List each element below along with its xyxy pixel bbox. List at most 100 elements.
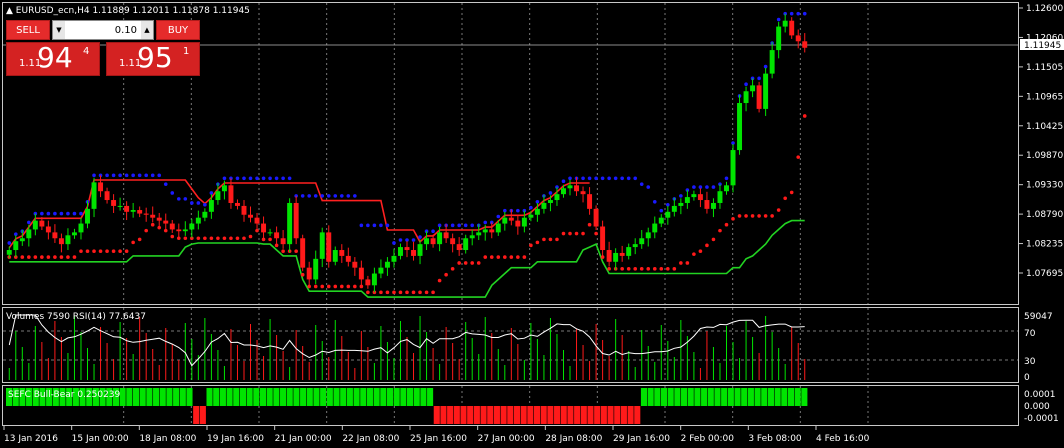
support-dot — [40, 255, 44, 259]
support-dot — [672, 267, 677, 271]
bullbear-bar — [507, 406, 514, 424]
support-dot — [313, 284, 318, 289]
resistance-dot — [724, 176, 729, 181]
candle-body — [502, 217, 508, 224]
candle-body — [619, 252, 625, 256]
bullbear-bar — [754, 388, 761, 406]
resistance-dot — [587, 176, 592, 181]
buy-price-big: 95 — [137, 41, 173, 74]
bullbear-bar — [173, 388, 180, 406]
buy-button[interactable]: BUY — [156, 20, 200, 40]
support-dot — [496, 255, 501, 259]
collapse-triangle-icon[interactable]: ▲ — [6, 6, 16, 16]
support-dot — [339, 284, 344, 289]
support-dot — [242, 236, 246, 241]
bullbear-bar — [340, 388, 347, 406]
candle-body — [358, 267, 364, 280]
candle-body — [678, 202, 684, 206]
candle-body — [300, 238, 306, 268]
support-dot — [190, 236, 194, 241]
volume-axis-label-0: 0 — [1024, 373, 1030, 383]
resistance-dot — [666, 202, 670, 207]
candle-body — [13, 241, 19, 251]
resistance-dot — [79, 211, 83, 216]
candle-body — [371, 273, 377, 286]
support-dot — [639, 267, 644, 271]
buy-price-prefix: 1.11 — [119, 58, 142, 69]
resistance-dot — [274, 176, 279, 181]
bullbear-axis-label-mid: 0.000 — [1024, 402, 1050, 412]
candle-body — [541, 202, 547, 209]
support-dot — [587, 222, 592, 227]
support-dot — [111, 249, 116, 253]
rsi-axis-label-70: 70 — [1024, 329, 1036, 339]
candle-body — [404, 247, 410, 251]
bullbear-bar — [226, 388, 233, 406]
resistance-dot — [131, 173, 135, 178]
resistance-dot — [53, 211, 57, 216]
resistance-dot — [802, 11, 807, 16]
resistance-dot — [137, 173, 142, 178]
resistance-dot — [372, 223, 377, 228]
resistance-dot — [248, 176, 253, 181]
resistance-dot — [339, 194, 344, 198]
support-dot — [561, 231, 566, 236]
buy-price-button[interactable]: 1.11 95 1 — [106, 41, 200, 76]
candle-body — [508, 217, 514, 221]
lot-size-control: ▼ ▲ — [52, 20, 154, 40]
candle-body — [319, 232, 325, 259]
support-dot — [209, 236, 214, 241]
resistance-dot — [581, 176, 585, 181]
resistance-dot — [72, 211, 77, 216]
bullbear-bar — [513, 406, 521, 424]
price-axis-label: 1.09870 — [1026, 151, 1063, 161]
bullbear-bar — [660, 388, 668, 406]
bullbear-bar — [360, 388, 367, 406]
support-dot — [229, 236, 233, 241]
sell-price-button[interactable]: 1.11 94 4 — [6, 41, 100, 76]
resistance-dot — [626, 176, 631, 181]
lot-increase-icon[interactable]: ▲ — [141, 21, 153, 39]
resistance-dot — [366, 223, 370, 228]
bullbear-bar — [12, 388, 19, 406]
resistance-dot — [27, 220, 31, 225]
support-dot — [802, 114, 807, 118]
candle-body — [267, 232, 273, 234]
time-axis-label: 3 Feb 08:00 — [748, 434, 802, 444]
support-dot — [757, 214, 761, 218]
sell-button[interactable]: SELL — [6, 20, 50, 40]
candle-body — [71, 232, 77, 236]
price-axis-label: 1.10965 — [1026, 92, 1063, 102]
candle-body — [313, 258, 319, 280]
candle-body — [600, 226, 606, 251]
support-dot — [333, 284, 338, 289]
bullbear-bar — [313, 388, 320, 406]
bullbear-bar — [527, 406, 534, 424]
candle-body — [411, 250, 416, 256]
bullbear-bar — [594, 406, 601, 424]
price-axis-label: 1.08790 — [1026, 210, 1063, 220]
support-dot — [542, 237, 546, 242]
bullbear-bar — [52, 388, 59, 406]
resistance-dot — [652, 200, 657, 204]
bullbear-bar — [106, 388, 113, 406]
resistance-dot — [124, 173, 129, 178]
bullbear-bar — [366, 388, 373, 406]
price-axis-label: 1.12600 — [1026, 4, 1063, 14]
bullbear-panel-label: SEFC Bull-Bear 0.250239 — [8, 390, 121, 400]
resistance-dot — [776, 17, 781, 22]
support-dot — [652, 267, 657, 271]
price-axis-label: 1.07695 — [1026, 269, 1063, 279]
bullbear-bar — [647, 388, 654, 406]
time-axis-label: 28 Jan 08:00 — [545, 434, 602, 444]
candle-body — [684, 197, 690, 203]
candle-body — [254, 217, 260, 224]
bullbear-bar — [400, 388, 407, 406]
bullbear-bar — [554, 406, 561, 424]
lot-size-input[interactable] — [67, 21, 139, 39]
candle-body — [39, 220, 45, 227]
candle-body — [19, 238, 25, 242]
lot-decrease-icon[interactable]: ▼ — [53, 21, 65, 39]
bullbear-bar — [640, 388, 647, 406]
